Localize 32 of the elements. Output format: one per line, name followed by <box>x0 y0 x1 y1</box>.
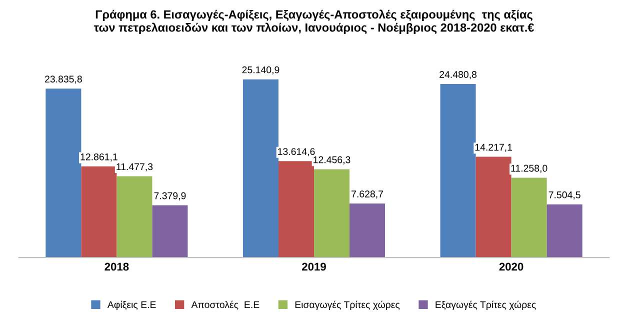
data-label: 11.477,3 <box>116 163 153 172</box>
data-label: 12.861,1 <box>80 153 118 162</box>
legend-label: Εξαγωγές Τρίτες χώρες <box>436 300 536 310</box>
data-label: 12.456,3 <box>314 156 350 164</box>
legend-label: Αφίξεις Ε.Ε <box>107 300 156 310</box>
bar <box>440 84 476 258</box>
bar <box>116 176 152 258</box>
data-label: 24.480,8 <box>440 71 477 80</box>
x-tick-label: 2020 <box>499 262 524 271</box>
bar <box>242 79 278 258</box>
bar <box>511 178 547 258</box>
x-tick-label: 2018 <box>104 262 129 271</box>
data-label: 11.258,0 <box>511 164 548 173</box>
data-label: 7.379,9 <box>154 192 186 200</box>
bar <box>314 169 350 258</box>
bar <box>46 88 82 258</box>
bar <box>546 204 582 258</box>
data-label: 7.628,7 <box>352 190 384 199</box>
x-tick-label: 2019 <box>302 262 326 271</box>
legend-label: Εισαγωγές Τρίτες χώρες <box>295 300 400 310</box>
bar <box>350 204 386 258</box>
bar <box>152 205 188 258</box>
data-label: 25.140,9 <box>242 66 280 74</box>
bar <box>81 166 117 258</box>
data-label: 23.835,8 <box>45 76 82 84</box>
data-label: 7.504,5 <box>548 191 580 200</box>
data-label: 14.217,1 <box>475 144 512 152</box>
bar <box>278 161 314 258</box>
bar <box>476 156 512 258</box>
legend-label: Αποστολές Ε.Ε <box>191 300 260 310</box>
chart-title: Γράφημα 6. Εισαγωγές-Αφίξεις, Εξαγωγές-Αποστολές εξαιρουμένης της αξίας των πετρελαιοειδών και των πλοίων, Ιανουάριος - Νοέμβριος 2018-2020 εκατ.€ <box>94 10 534 34</box>
data-label: 13.614,6 <box>278 148 315 156</box>
